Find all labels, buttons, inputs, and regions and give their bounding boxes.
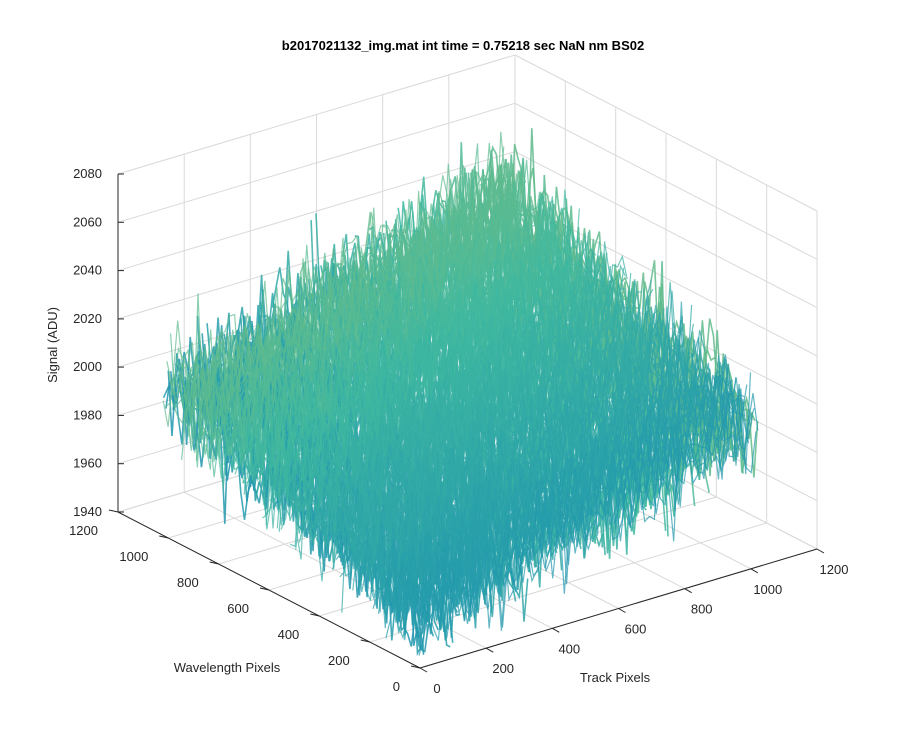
x-tick-label: 400 [558,641,580,656]
x-tick-mark [750,568,759,574]
floor-gridline-y [369,522,767,643]
surface-trace-y [184,177,525,440]
y-tick-label: 0 [393,679,400,694]
y-tick-mark [159,535,169,539]
y-tick-mark [360,639,370,643]
y-tick-label: 1200 [69,523,98,538]
surface-trace-y [227,207,567,470]
x-tick-label: 600 [625,622,647,637]
axes [108,173,825,673]
x-tick-label: 200 [492,661,514,676]
z-tick-label: 2080 [73,166,102,181]
y-tick-mark [410,665,421,669]
z-tick-label: 2000 [73,359,102,374]
surface-trace-y [164,142,505,420]
x-tick-labels: 0 200 400 600 800 1000 1200 [433,562,848,696]
y-tick-label: 1000 [119,549,148,564]
z-tick-label: 2060 [73,214,102,229]
surface-trace-y [217,196,558,490]
z-tick-label: 1940 [73,504,102,519]
x-tick-mark [552,627,560,633]
x-tick-mark [684,588,692,594]
sidewall-gridline-z [514,54,818,212]
x-tick-mark [485,647,494,653]
y-tick-label: 600 [227,601,249,616]
y-tick-label: 800 [177,575,199,590]
z-tick-label: 1980 [73,407,102,422]
x-tick-label: 0 [433,681,440,696]
y-tick-label: 400 [278,627,300,642]
z-axis-label: Signal (ADU) [45,307,60,383]
y-tick-mark [259,587,270,591]
x-tick-mark [419,667,428,673]
backwall-gridline-z [117,54,516,175]
z-tick-label: 2020 [73,311,102,326]
y-tick-labels: 0 200 400 600 800 1000 1200 [69,523,400,694]
x-tick-mark [816,548,825,554]
sidewall-gridline-z [514,151,818,309]
surface-trace-y [168,162,509,420]
z-tick-label: 2040 [73,263,102,278]
x-tick-label: 1200 [820,562,849,577]
x-tick-mark [618,608,626,613]
surface-trace-y [328,319,669,575]
surface-trace-x [499,143,759,478]
sidewall-gridline-z [514,102,818,260]
z-tick-labels: 1940 1960 1980 2000 2020 2040 2060 2080 [73,166,102,519]
y-axis-label: Wavelength Pixels [174,660,281,675]
chart-title: b2017021132_img.mat int time = 0.75218 s… [282,38,644,53]
surface-trace-y [162,165,503,427]
surface-plot [162,128,759,657]
y-tick-mark [209,561,219,565]
y-tick-label: 200 [328,653,350,668]
surface-trace-y [278,259,619,532]
y-tick-mark [108,509,119,513]
z-tick-label: 1960 [73,456,102,471]
x-tick-label: 1000 [753,582,782,597]
x-tick-label: 800 [691,602,713,617]
x-axis-label: Track Pixels [580,670,651,685]
backwall-gridline-z [117,102,516,223]
y-tick-mark [310,613,320,617]
